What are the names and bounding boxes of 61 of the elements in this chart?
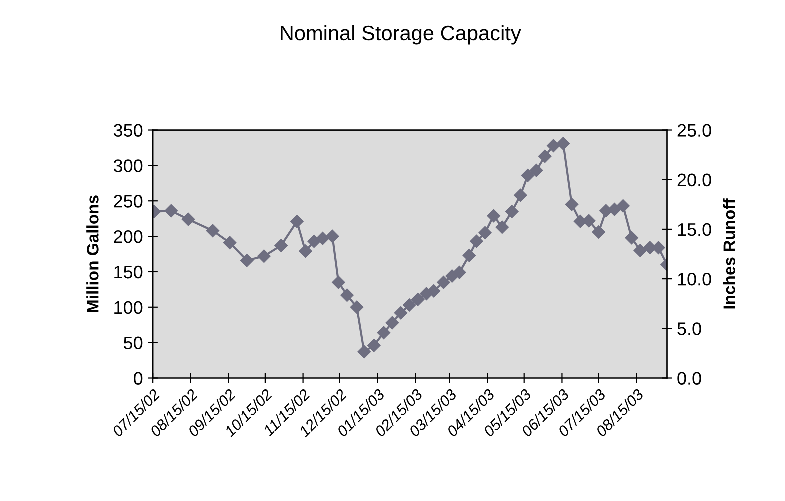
y-tick-label: 0: [134, 372, 143, 385]
point: [164, 204, 178, 218]
point: [240, 254, 254, 268]
point: [462, 249, 476, 262]
point: [506, 205, 519, 218]
y-tick-label: 50: [124, 336, 143, 350]
y-tick-label: 100: [114, 301, 143, 314]
point: [412, 293, 425, 306]
y2-tick-label: 10.0: [678, 272, 712, 286]
point: [616, 199, 630, 213]
point: [625, 231, 638, 245]
y2-axis-title: Inches Runoff: [723, 198, 736, 309]
point: [299, 244, 312, 258]
point: [437, 276, 450, 290]
point: [487, 209, 500, 223]
y-tick-label: 350: [114, 124, 143, 137]
point: [223, 236, 237, 250]
y-tick-label: 150: [114, 266, 143, 279]
point: [402, 298, 416, 312]
y-tick-label: 300: [114, 160, 143, 172]
point: [258, 250, 271, 263]
y-tick-label: 200: [114, 230, 143, 244]
point: [386, 316, 400, 330]
point: [496, 220, 509, 234]
point: [478, 226, 492, 240]
point: [547, 139, 560, 152]
y2-tick-label: 25.0: [678, 124, 712, 137]
point: [453, 266, 466, 280]
point: [350, 300, 364, 314]
y2-tick-label: 0.0: [678, 372, 702, 385]
y2-tick-label: 5.0: [678, 322, 702, 336]
point: [608, 203, 622, 216]
point: [358, 345, 371, 359]
y2-tick-label: 20.0: [678, 174, 712, 187]
y2-tick-label: 15.0: [678, 223, 712, 236]
point: [326, 230, 340, 244]
point: [521, 169, 535, 182]
point: [182, 212, 196, 226]
point: [582, 214, 596, 228]
point: [206, 224, 220, 238]
point: [556, 137, 570, 150]
y-tick-label: 250: [114, 195, 143, 208]
point: [565, 198, 579, 212]
point: [592, 226, 606, 239]
point: [368, 339, 381, 352]
point: [530, 164, 544, 178]
point: [538, 150, 552, 164]
point: [308, 234, 321, 248]
point: [332, 276, 346, 290]
point: [634, 244, 647, 258]
point: [274, 239, 288, 252]
point: [427, 284, 441, 298]
point: [316, 232, 330, 246]
point: [394, 306, 408, 320]
point: [470, 234, 484, 248]
chart-title: Nominal Storage Capacity: [281, 25, 522, 45]
point: [290, 215, 304, 228]
point: [340, 288, 354, 302]
point: [514, 188, 528, 202]
y-axis-title: Million Gallons: [86, 196, 99, 312]
point: [377, 326, 390, 340]
